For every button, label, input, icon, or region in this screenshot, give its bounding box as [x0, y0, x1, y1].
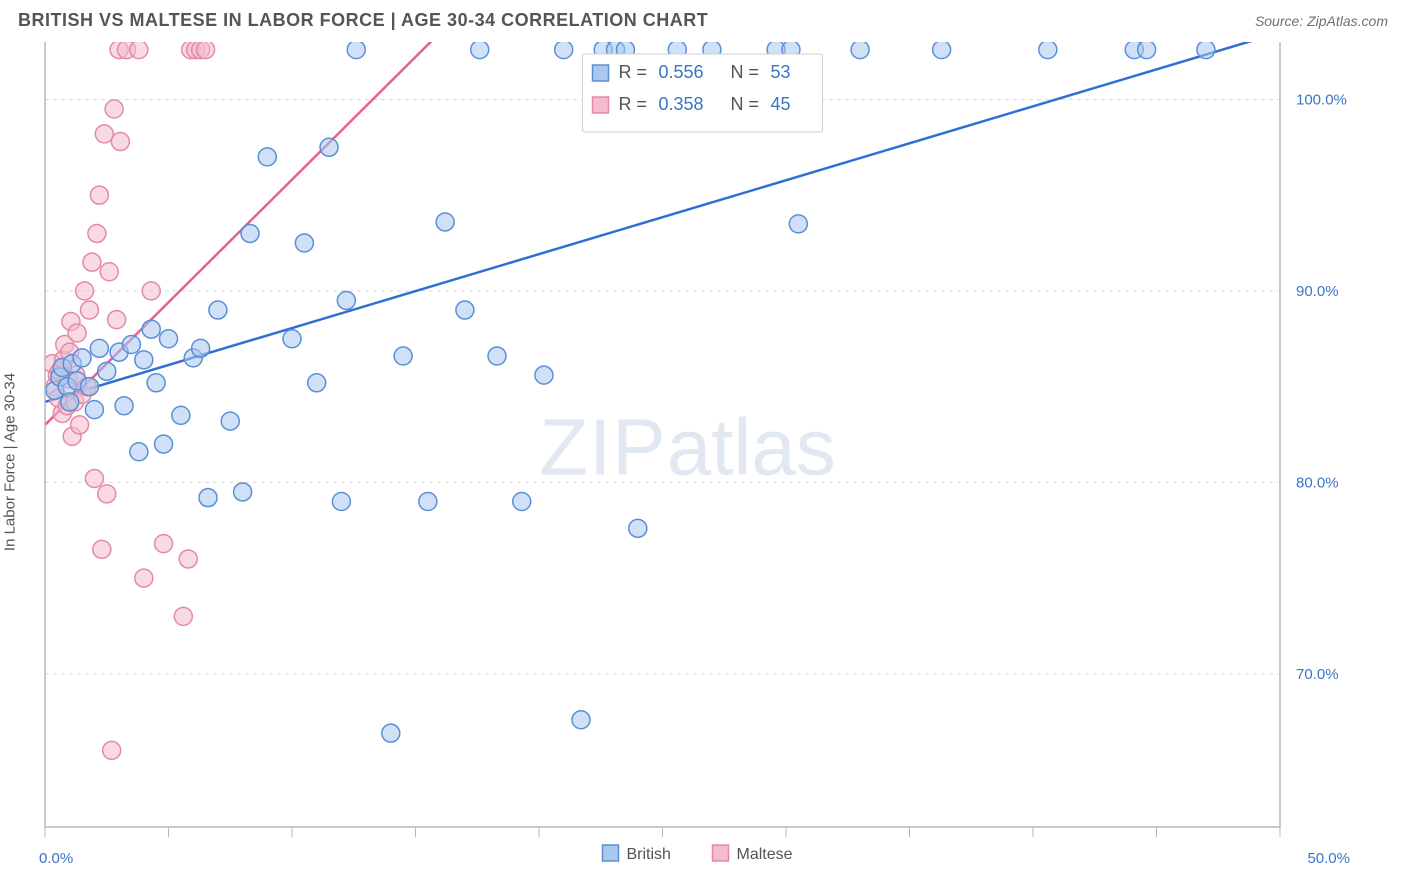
data-point: [258, 148, 276, 166]
stats-n-label: N =: [731, 94, 760, 114]
stats-r-label: R =: [619, 62, 648, 82]
data-point: [147, 374, 165, 392]
data-point: [199, 489, 217, 507]
stats-r-value: 0.556: [659, 62, 704, 82]
data-point: [71, 416, 89, 434]
stats-n-value: 45: [771, 94, 791, 114]
chart-area: In Labor Force | Age 30-34 70.0% 80.0% 90.…: [0, 37, 1406, 887]
data-point: [221, 412, 239, 430]
data-point: [933, 41, 951, 59]
data-point: [394, 347, 412, 365]
data-point: [135, 569, 153, 587]
data-point: [555, 41, 573, 59]
data-point: [241, 224, 259, 242]
data-point: [192, 339, 210, 357]
data-point: [419, 493, 437, 511]
data-point: [179, 550, 197, 568]
data-point: [88, 224, 106, 242]
y-tick-label: 80.0%: [1296, 474, 1339, 491]
data-point: [80, 378, 98, 396]
stats-n-label: N =: [731, 62, 760, 82]
data-point: [513, 493, 531, 511]
data-point: [105, 100, 123, 118]
data-point: [155, 435, 173, 453]
data-point: [100, 263, 118, 281]
data-point: [108, 311, 126, 329]
data-point: [1138, 41, 1156, 59]
y-tick-label: 70.0%: [1296, 666, 1339, 683]
data-point: [629, 519, 647, 537]
y-tick-label: 100.0%: [1296, 91, 1347, 108]
data-point: [1197, 41, 1215, 59]
data-point: [851, 41, 869, 59]
data-point: [98, 485, 116, 503]
data-point: [130, 41, 148, 59]
data-point: [73, 349, 91, 367]
data-point: [142, 320, 160, 338]
legend-swatch: [603, 845, 619, 861]
stats-swatch: [593, 97, 609, 113]
legend-label: Maltese: [737, 846, 793, 863]
data-point: [115, 397, 133, 415]
chart-source: Source: ZipAtlas.com: [1255, 13, 1388, 29]
data-point: [234, 483, 252, 501]
data-point: [142, 282, 160, 300]
x-max-label: 50.0%: [1307, 850, 1350, 867]
chart-header: BRITISH VS MALTESE IN LABOR FORCE | AGE …: [0, 0, 1406, 37]
data-point: [90, 186, 108, 204]
data-point: [572, 711, 590, 729]
legend-label: British: [627, 846, 671, 863]
data-point: [347, 41, 365, 59]
data-point: [80, 301, 98, 319]
data-point: [283, 330, 301, 348]
data-point: [332, 493, 350, 511]
data-point: [337, 291, 355, 309]
data-point: [130, 443, 148, 461]
data-point: [93, 540, 111, 558]
data-point: [436, 213, 454, 231]
data-point: [471, 41, 489, 59]
data-point: [488, 347, 506, 365]
y-tick-label: 90.0%: [1296, 283, 1339, 300]
data-point: [135, 351, 153, 369]
data-point: [76, 282, 94, 300]
stats-r-value: 0.358: [659, 94, 704, 114]
data-point: [172, 406, 190, 424]
data-point: [789, 215, 807, 233]
data-point: [456, 301, 474, 319]
data-point: [103, 741, 121, 759]
data-point: [90, 339, 108, 357]
data-point: [320, 138, 338, 156]
data-point: [382, 724, 400, 742]
data-point: [85, 401, 103, 419]
watermark: ZIPatlas: [539, 403, 835, 492]
data-point: [98, 362, 116, 380]
data-point: [160, 330, 178, 348]
scatter-chart: 70.0% 80.0% 90.0% 100.0% ZIPatlas 0.0% 50.0% R …: [0, 37, 1406, 887]
x-min-label: 0.0%: [39, 850, 73, 867]
data-point: [174, 607, 192, 625]
data-point: [209, 301, 227, 319]
chart-title: BRITISH VS MALTESE IN LABOR FORCE | AGE …: [18, 10, 708, 31]
data-point: [1039, 41, 1057, 59]
stats-swatch: [593, 65, 609, 81]
data-point: [308, 374, 326, 392]
data-point: [197, 41, 215, 59]
data-point: [85, 470, 103, 488]
data-point: [61, 393, 79, 411]
legend-swatch: [713, 845, 729, 861]
data-point: [95, 125, 113, 143]
stats-r-label: R =: [619, 94, 648, 114]
data-point: [535, 366, 553, 384]
data-point: [155, 535, 173, 553]
data-point: [68, 324, 86, 342]
data-point: [122, 336, 140, 354]
data-point: [295, 234, 313, 252]
data-point: [83, 253, 101, 271]
y-axis-label: In Labor Force | Age 30-34: [2, 373, 19, 551]
stats-n-value: 53: [771, 62, 791, 82]
data-point: [111, 133, 129, 151]
